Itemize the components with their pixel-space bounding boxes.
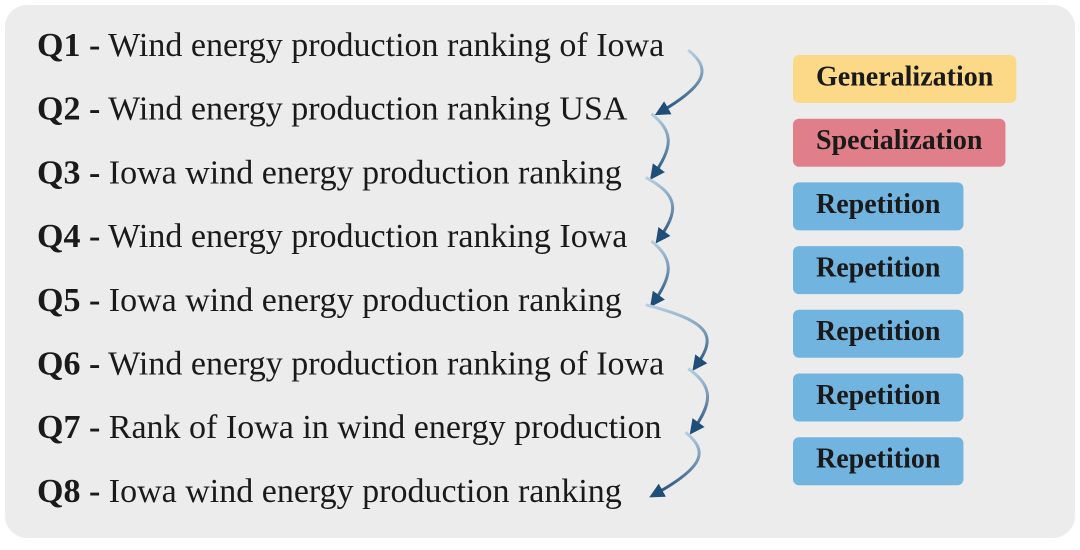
- transition-label: Repetition: [793, 182, 964, 231]
- query-text: Iowa wind energy production ranking: [109, 473, 622, 510]
- query-text: Iowa wind energy production ranking: [109, 154, 622, 191]
- transition-text: Repetition: [816, 380, 941, 411]
- separator: -: [89, 154, 100, 191]
- transition-text: Repetition: [816, 253, 941, 284]
- query: Q2 - Wind energy production ranking USA: [37, 90, 628, 127]
- transition-arrow: [649, 431, 701, 498]
- separator: -: [89, 218, 100, 255]
- transition-arrow: [650, 112, 670, 180]
- transition-box: [793, 55, 1017, 103]
- separator: -: [89, 409, 100, 446]
- transition-label: Generalization: [793, 55, 1017, 103]
- query-id: Q7: [37, 409, 80, 446]
- query-id: Q5: [37, 282, 80, 319]
- transition-text: Repetition: [816, 444, 941, 475]
- transition-arrow: [645, 303, 709, 371]
- query-id: Q8: [37, 473, 80, 510]
- query-text: Iowa wind energy production ranking: [109, 282, 622, 319]
- query-id: Q1: [37, 27, 80, 64]
- query-id: Q3: [37, 154, 80, 191]
- transition-text: Specialization: [816, 125, 983, 156]
- query-text: Wind energy production ranking of Iowa: [108, 27, 664, 64]
- separator: -: [89, 27, 100, 64]
- query-text: Rank of Iowa in wind energy production: [109, 409, 662, 446]
- transition-box: [793, 246, 964, 295]
- transition-arrow: [654, 48, 704, 116]
- query-text: Wind energy production ranking USA: [108, 90, 628, 127]
- query-text: Wind energy production ranking Iowa: [108, 218, 627, 255]
- transition-box: [793, 437, 964, 486]
- query: Q8 - Iowa wind energy production ranking: [37, 473, 622, 510]
- query-id: Q2: [37, 90, 80, 127]
- transition-text: Repetition: [816, 189, 941, 220]
- query-id: Q6: [37, 345, 80, 382]
- transition-arrow: [645, 176, 674, 244]
- separator: -: [89, 473, 100, 510]
- separator: -: [89, 345, 100, 382]
- query: Q4 - Wind energy production ranking Iowa: [37, 218, 627, 255]
- transition-text: Generalization: [816, 61, 994, 92]
- transition-box: [793, 373, 964, 422]
- query: Q7 - Rank of Iowa in wind energy product…: [37, 409, 661, 446]
- transition-arrow: [650, 239, 670, 308]
- query-id: Q4: [37, 218, 80, 255]
- query: Q1 - Wind energy production ranking of I…: [37, 27, 664, 64]
- transition-text: Repetition: [816, 316, 941, 347]
- query-text: Wind energy production ranking of Iowa: [108, 345, 664, 382]
- transition-box: [793, 182, 964, 231]
- transition-label: Repetition: [793, 309, 964, 358]
- transition-box: [793, 309, 964, 358]
- transition-label: Repetition: [793, 437, 964, 486]
- transition-label: Repetition: [793, 246, 964, 295]
- query: Q6 - Wind energy production ranking of I…: [37, 345, 664, 382]
- transition-box: [793, 118, 1006, 167]
- transition-arrow: [687, 367, 710, 435]
- transition-label: Repetition: [793, 373, 964, 422]
- query: Q3 - Iowa wind energy production ranking: [37, 154, 622, 191]
- separator: -: [89, 90, 100, 127]
- separator: -: [89, 282, 100, 319]
- transition-label: Specialization: [793, 118, 1006, 167]
- query: Q5 - Iowa wind energy production ranking: [37, 282, 622, 319]
